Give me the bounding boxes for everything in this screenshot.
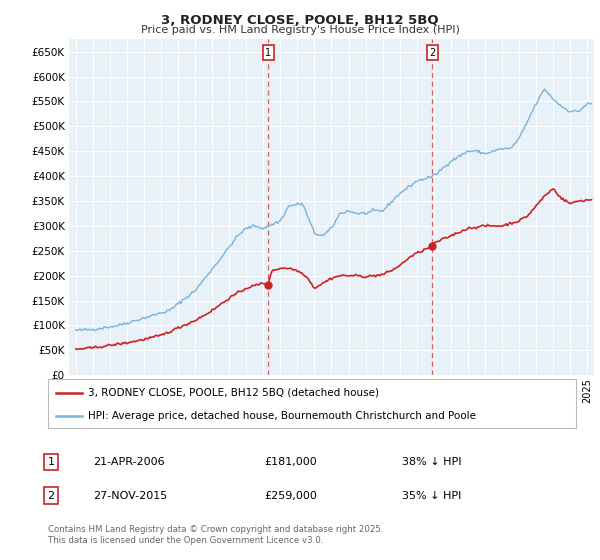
Text: 27-NOV-2015: 27-NOV-2015 (93, 491, 167, 501)
Text: £181,000: £181,000 (264, 457, 317, 467)
Text: 3, RODNEY CLOSE, POOLE, BH12 5BQ (detached house): 3, RODNEY CLOSE, POOLE, BH12 5BQ (detach… (88, 388, 379, 398)
Text: HPI: Average price, detached house, Bournemouth Christchurch and Poole: HPI: Average price, detached house, Bour… (88, 411, 476, 421)
Text: 1: 1 (47, 457, 55, 467)
Text: £259,000: £259,000 (264, 491, 317, 501)
Text: Contains HM Land Registry data © Crown copyright and database right 2025.
This d: Contains HM Land Registry data © Crown c… (48, 525, 383, 545)
Text: 21-APR-2006: 21-APR-2006 (93, 457, 164, 467)
Text: 38% ↓ HPI: 38% ↓ HPI (402, 457, 461, 467)
Text: 35% ↓ HPI: 35% ↓ HPI (402, 491, 461, 501)
Text: Price paid vs. HM Land Registry's House Price Index (HPI): Price paid vs. HM Land Registry's House … (140, 25, 460, 35)
Text: 2: 2 (47, 491, 55, 501)
Text: 1: 1 (265, 48, 271, 58)
Text: 3, RODNEY CLOSE, POOLE, BH12 5BQ: 3, RODNEY CLOSE, POOLE, BH12 5BQ (161, 14, 439, 27)
Text: 2: 2 (429, 48, 436, 58)
